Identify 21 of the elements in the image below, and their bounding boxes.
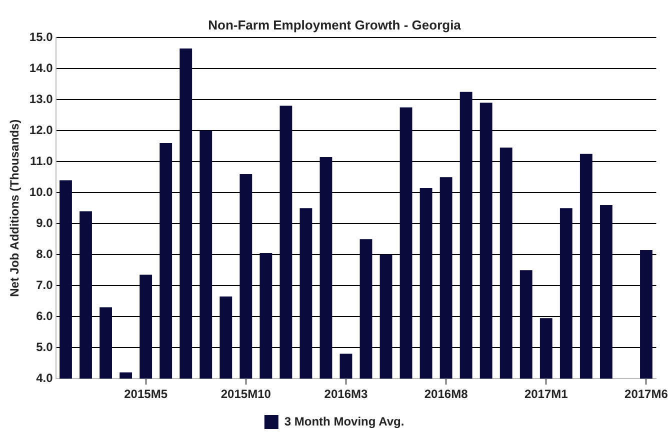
x-tick-label: 2016M8	[424, 387, 468, 402]
y-tick-label: 4.0	[36, 370, 54, 385]
x-tick-label: 2017M6	[624, 387, 668, 402]
y-tick-label: 6.0	[36, 308, 54, 323]
y-axis-title: Net Job Additions (Thousands)	[8, 119, 22, 297]
y-tick-label: 14.0	[29, 60, 54, 75]
x-tick-label: 2016M3	[324, 387, 368, 402]
chart-title: Non-Farm Employment Growth - Georgia	[208, 17, 462, 32]
legend-label: 3 Month Moving Avg.	[284, 414, 404, 428]
y-tick-label: 7.0	[36, 278, 54, 292]
x-tick-label: 2017M1	[524, 387, 568, 402]
y-tick-label: 5.0	[36, 340, 54, 354]
x-tick-label: 2015M5	[124, 387, 168, 402]
y-tick-label: 10.0	[29, 184, 54, 199]
y-tick-label: 12.0	[29, 122, 54, 137]
x-tick-label: 2015M10	[220, 387, 272, 402]
y-tick-label: 11.0	[30, 154, 54, 168]
y-tick-label: 8.0	[36, 246, 54, 261]
y-tick-label: 15.0	[29, 30, 54, 44]
y-tick-label: 13.0	[29, 92, 54, 106]
y-tick-label: 9.0	[36, 216, 54, 230]
